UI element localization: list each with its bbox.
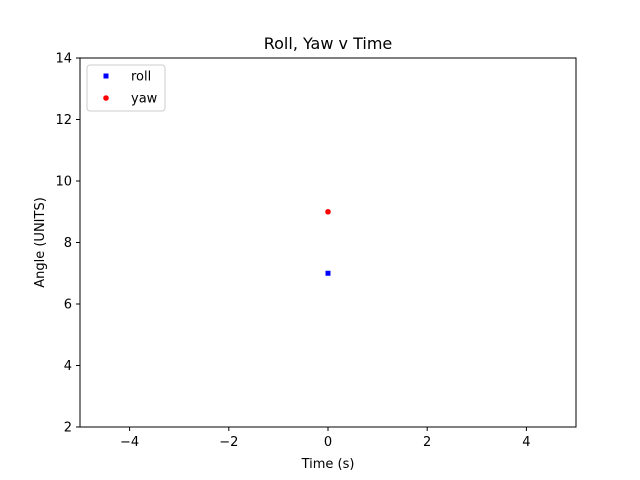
roll-point [325, 270, 331, 276]
legend-label-roll: roll [131, 70, 151, 85]
legend: roll yaw [86, 64, 166, 112]
chart-title: Roll, Yaw v Time [264, 34, 393, 53]
x-axis-ticks: −4 −2 0 2 4 [120, 427, 531, 450]
x-tick-label: −4 [120, 435, 139, 450]
legend-marker-roll [103, 73, 109, 79]
y-tick-label: 2 [64, 421, 72, 436]
yaw-point [325, 208, 331, 215]
y-tick-label: 6 [64, 298, 72, 313]
y-axis-ticks: 2 4 6 8 10 12 14 [55, 52, 80, 436]
legend-label-yaw: yaw [131, 92, 158, 107]
plot-area [80, 58, 576, 427]
y-tick-label: 10 [55, 175, 72, 190]
x-tick-label: 0 [324, 435, 332, 450]
data-points [325, 208, 331, 276]
plot-frame [79, 57, 577, 428]
y-tick-label: 8 [64, 236, 72, 251]
x-tick-label: 2 [423, 435, 431, 450]
plot-background [80, 58, 576, 427]
x-tick-label: 4 [522, 435, 530, 450]
x-axis-label: Time (s) [301, 457, 355, 472]
y-tick-label: 12 [55, 113, 72, 128]
y-tick-label: 14 [55, 52, 72, 67]
y-axis-label: Angle (UNITS) [33, 197, 48, 288]
legend-marker-yaw [103, 95, 109, 101]
x-tick-label: −2 [219, 435, 238, 450]
y-tick-label: 4 [64, 359, 72, 374]
